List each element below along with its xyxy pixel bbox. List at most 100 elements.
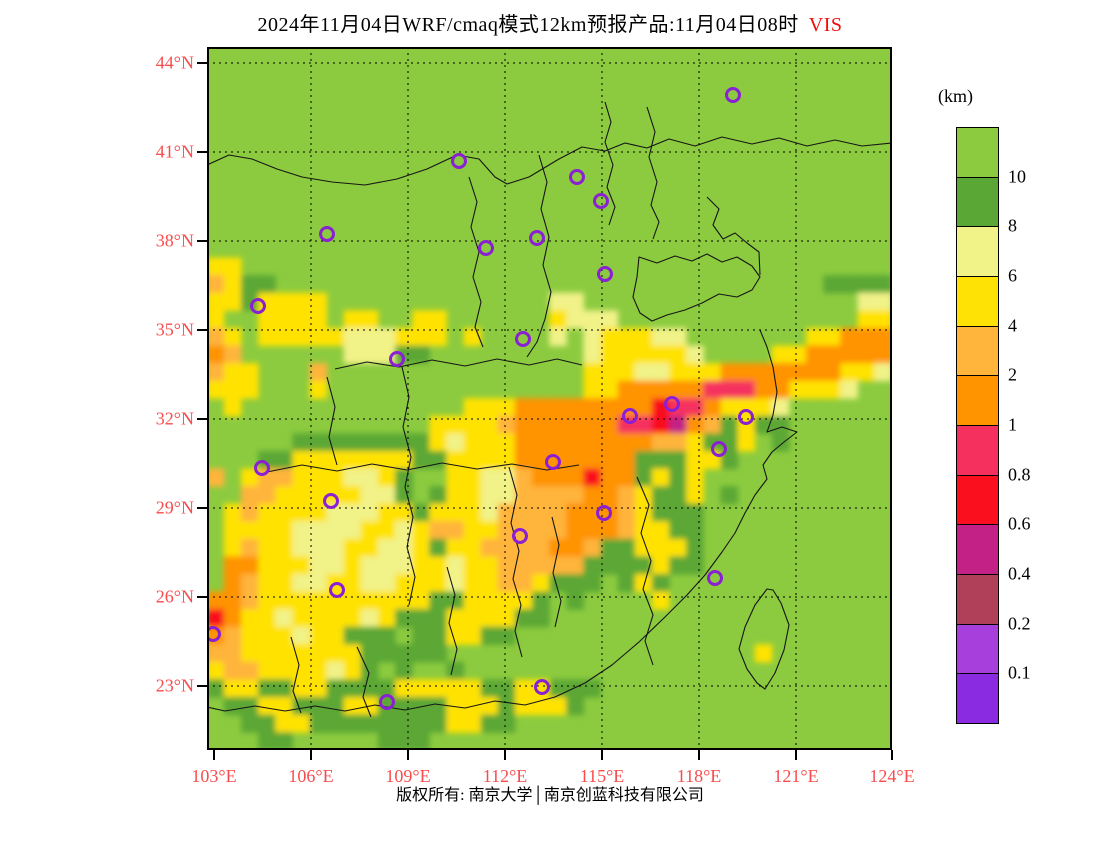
visibility-cell	[514, 398, 533, 417]
visibility-cell	[874, 310, 892, 329]
visibility-cell	[669, 433, 687, 452]
visibility-cell	[377, 644, 396, 663]
colorbar-segment	[957, 525, 998, 575]
visibility-cell	[840, 380, 858, 399]
visibility-cell	[429, 591, 447, 610]
visibility-cell	[463, 679, 482, 698]
visibility-cell	[343, 556, 362, 575]
lat-label: 32°N	[155, 408, 194, 429]
page-title: 2024年11月04日WRF/cmaq模式12km预报产品:11月04日08时 V…	[0, 8, 1100, 37]
province-boundary-line	[468, 176, 484, 348]
visibility-cell	[463, 468, 482, 487]
visibility-cell	[651, 538, 670, 557]
visibility-cell	[497, 398, 516, 417]
province-boundary-line	[266, 462, 580, 473]
visibility-cell	[395, 486, 413, 505]
visibility-cell	[412, 538, 430, 557]
visibility-cell	[583, 450, 602, 470]
visibility-cell	[309, 679, 328, 698]
province-boundaries	[207, 101, 892, 718]
visibility-cell	[806, 380, 824, 399]
visibility-cell	[651, 363, 670, 382]
visibility-cell	[634, 415, 653, 434]
visibility-cell	[874, 327, 892, 347]
visibility-cell	[377, 556, 396, 575]
visibility-cell	[532, 415, 550, 434]
visibility-cell	[497, 538, 516, 557]
visibility-cell	[600, 468, 619, 487]
visibility-cell	[343, 679, 362, 698]
visibility-cell	[549, 433, 567, 452]
visibility-cell	[720, 415, 739, 434]
visibility-cell	[360, 521, 379, 540]
visibility-cell	[823, 363, 841, 382]
visibility-cell	[617, 521, 636, 540]
visibility-cell	[686, 503, 704, 522]
visibility-cell	[292, 433, 310, 452]
visibility-cell	[583, 398, 602, 417]
visibility-cell	[617, 345, 636, 364]
visibility-cell	[600, 556, 619, 575]
visibility-cell	[223, 538, 242, 557]
visibility-cell	[840, 327, 858, 347]
visibility-cell	[600, 450, 619, 470]
visibility-cell	[754, 363, 773, 382]
visibility-cell	[617, 468, 636, 487]
visibility-cell	[874, 292, 892, 311]
visibility-cell	[326, 697, 345, 716]
visibility-cell	[207, 327, 225, 347]
visibility-cell	[360, 486, 379, 505]
city-marker	[622, 408, 638, 424]
city-marker	[597, 266, 613, 282]
visibility-cell	[309, 521, 328, 540]
visibility-cell	[549, 679, 567, 698]
province-boundary-line	[356, 646, 372, 718]
visibility-cell	[309, 538, 328, 557]
visibility-cell	[223, 591, 242, 610]
visibility-cell	[275, 468, 293, 487]
colorbar-value-label: 0.6	[1008, 513, 1031, 534]
visibility-cell	[343, 626, 362, 645]
colorbar-segment	[957, 624, 998, 675]
visibility-cell	[497, 415, 516, 434]
visibility-cell	[360, 661, 379, 680]
visibility-cell	[806, 363, 824, 382]
visibility-cell	[258, 486, 276, 505]
visibility-cell	[309, 626, 328, 645]
visibility-cell	[634, 345, 653, 364]
visibility-cell	[514, 415, 533, 434]
visibility-cell	[309, 327, 328, 347]
visibility-cell	[275, 626, 293, 645]
visibility-cell	[395, 538, 413, 557]
visibility-cell	[686, 521, 704, 540]
visibility-cell	[292, 644, 310, 663]
visibility-cell	[377, 679, 396, 698]
visibility-cell	[669, 538, 687, 557]
city-marker	[207, 626, 221, 642]
visibility-cell	[207, 292, 225, 311]
visibility-cell	[377, 538, 396, 557]
visibility-cell	[377, 626, 396, 645]
visibility-cell	[600, 538, 619, 557]
visibility-cell	[412, 626, 430, 645]
visibility-cell	[309, 433, 328, 452]
lat-label: 35°N	[155, 319, 194, 340]
visibility-cell	[651, 380, 670, 399]
visibility-cell	[583, 310, 602, 329]
visibility-cell	[258, 556, 276, 575]
visibility-cell	[566, 503, 584, 522]
visibility-cell	[634, 486, 653, 505]
visibility-cell	[275, 521, 293, 540]
city-marker	[593, 193, 609, 209]
visibility-cell	[309, 591, 328, 610]
visibility-cell	[223, 275, 242, 294]
visibility-cell	[343, 574, 362, 593]
province-boundary-line	[632, 253, 761, 322]
visibility-cell	[207, 380, 225, 399]
visibility-cell	[823, 327, 841, 347]
visibility-cell	[292, 521, 310, 540]
visibility-cell	[343, 468, 362, 487]
visibility-cell	[395, 574, 413, 593]
visibility-cell	[258, 714, 276, 733]
visibility-cell	[326, 556, 345, 575]
